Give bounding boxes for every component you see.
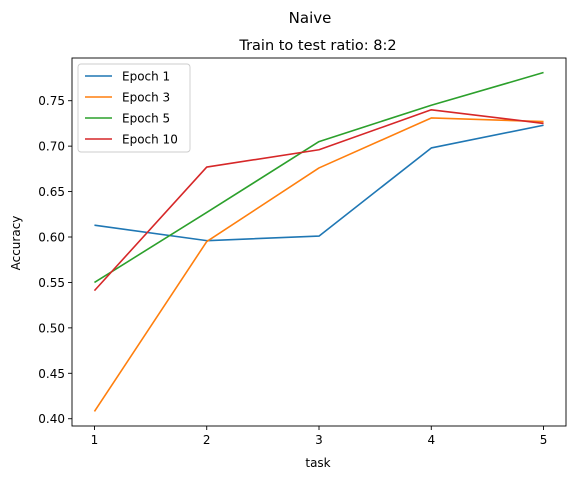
- series-layer: [93, 71, 544, 412]
- legend-label: Epoch 1: [122, 70, 170, 84]
- x-axis-ticks: 1 2 3 4 5: [91, 426, 548, 447]
- chart-title: Train to test ratio: 8:2: [238, 38, 396, 54]
- y-axis-ticks: 0.40 0.45 0.50 0.55 0.60 0.65 0.70 0.75: [38, 94, 72, 426]
- legend: Epoch 1 Epoch 3 Epoch 5 Epoch 10: [77, 63, 191, 153]
- y-tick-label: 0.70: [38, 140, 65, 154]
- y-tick-label: 0.65: [38, 185, 65, 199]
- x-tick-label: 1: [91, 433, 99, 447]
- legend-label: Epoch 10: [122, 133, 178, 147]
- figure-suptitle: Naive: [289, 9, 332, 27]
- y-axis-label: Accuracy: [9, 216, 23, 271]
- legend-label: Epoch 5: [122, 112, 170, 126]
- x-axis-label: task: [305, 456, 330, 470]
- legend-label: Epoch 3: [122, 91, 170, 105]
- y-tick-label: 0.60: [38, 231, 65, 245]
- x-tick-label: 4: [427, 433, 435, 447]
- plot-area: [71, 57, 567, 427]
- y-tick-label: 0.40: [38, 412, 65, 426]
- legend-box: [77, 63, 191, 153]
- y-tick-label: 0.50: [38, 321, 65, 335]
- y-tick-label: 0.55: [38, 276, 65, 290]
- y-tick-label: 0.45: [38, 367, 65, 381]
- x-tick-label: 2: [203, 433, 211, 447]
- x-tick-label: 3: [315, 433, 323, 447]
- x-tick-label: 5: [540, 433, 548, 447]
- y-tick-label: 0.75: [38, 94, 65, 108]
